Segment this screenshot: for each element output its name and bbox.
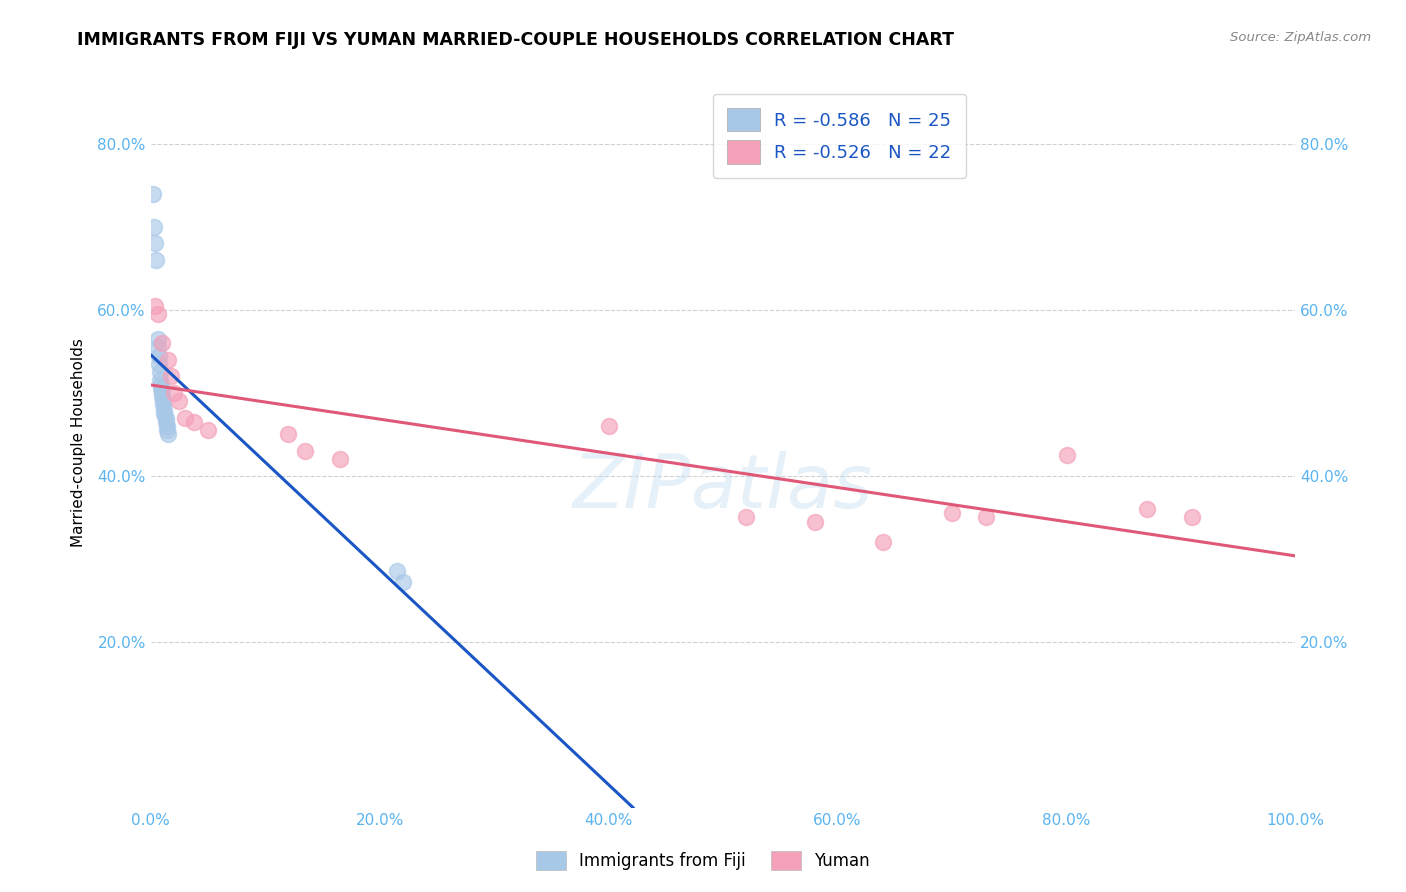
Point bbox=[391, 575, 413, 590]
Point bbox=[149, 374, 172, 388]
Point bbox=[294, 444, 316, 458]
Point bbox=[1056, 448, 1078, 462]
Point bbox=[803, 515, 825, 529]
Point bbox=[145, 253, 167, 268]
Point bbox=[598, 419, 620, 434]
Point bbox=[142, 186, 165, 201]
Point bbox=[150, 336, 173, 351]
Point bbox=[183, 415, 205, 429]
Point bbox=[155, 415, 177, 429]
Point bbox=[277, 427, 299, 442]
Point bbox=[160, 369, 183, 384]
Point bbox=[385, 565, 408, 579]
Point bbox=[148, 349, 170, 363]
Point bbox=[329, 452, 352, 467]
Point bbox=[143, 219, 166, 234]
Point bbox=[149, 365, 172, 379]
Text: Source: ZipAtlas.com: Source: ZipAtlas.com bbox=[1230, 31, 1371, 45]
Point bbox=[143, 299, 166, 313]
Point bbox=[1181, 510, 1204, 524]
Point bbox=[148, 357, 170, 371]
Point bbox=[976, 510, 998, 524]
Point bbox=[153, 402, 176, 417]
Point bbox=[162, 386, 184, 401]
Point bbox=[169, 394, 191, 409]
Point bbox=[150, 386, 173, 401]
Point bbox=[152, 398, 174, 412]
Point bbox=[174, 410, 197, 425]
Point bbox=[735, 510, 758, 524]
Point bbox=[150, 390, 173, 404]
Text: IMMIGRANTS FROM FIJI VS YUMAN MARRIED-COUPLE HOUSEHOLDS CORRELATION CHART: IMMIGRANTS FROM FIJI VS YUMAN MARRIED-CO… bbox=[77, 31, 955, 49]
Point bbox=[143, 236, 166, 251]
Point bbox=[156, 352, 179, 367]
Legend: R = -0.586   N = 25, R = -0.526   N = 22: R = -0.586 N = 25, R = -0.526 N = 22 bbox=[713, 94, 966, 178]
Point bbox=[156, 419, 179, 434]
Point bbox=[152, 394, 174, 409]
Text: ZIPatlas: ZIPatlas bbox=[574, 450, 873, 523]
Point bbox=[1136, 502, 1159, 516]
Point bbox=[156, 423, 179, 437]
Point bbox=[146, 332, 169, 346]
Y-axis label: Married-couple Households: Married-couple Households bbox=[72, 338, 86, 547]
Point bbox=[146, 340, 169, 354]
Legend: Immigrants from Fiji, Yuman: Immigrants from Fiji, Yuman bbox=[530, 844, 876, 877]
Point bbox=[153, 407, 176, 421]
Point bbox=[156, 427, 179, 442]
Point bbox=[872, 535, 894, 549]
Point bbox=[146, 307, 169, 321]
Point bbox=[155, 410, 177, 425]
Point bbox=[941, 506, 963, 520]
Point bbox=[150, 382, 173, 396]
Point bbox=[150, 377, 173, 392]
Point bbox=[197, 423, 219, 437]
